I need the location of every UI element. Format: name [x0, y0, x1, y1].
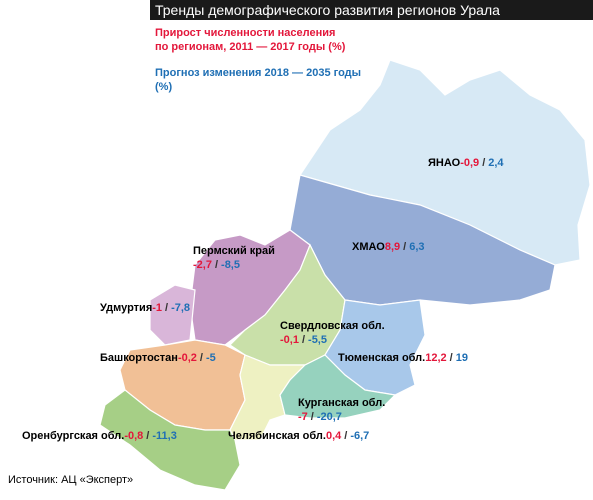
- growth-value: -0,8: [124, 430, 143, 442]
- forecast-value: 2,4: [488, 157, 504, 169]
- growth-value: 12,2: [425, 352, 446, 364]
- forecast-value: 19: [456, 352, 468, 364]
- region-name: Башкортостан: [100, 352, 178, 364]
- forecast-value: 6,3: [409, 241, 424, 253]
- forecast-value: -5: [206, 352, 216, 364]
- region-label: Башкортостан-0,2/-5: [100, 352, 216, 364]
- separator: /: [482, 157, 485, 169]
- forecast-value: -8,5: [221, 259, 240, 271]
- region-name: Курганская обл.: [298, 397, 385, 409]
- legend-growth: по регионам, 2011 — 2017 годы (%): [155, 41, 346, 53]
- separator: /: [146, 430, 149, 442]
- region-udmurtia: [149, 284, 196, 346]
- separator: /: [165, 302, 168, 314]
- forecast-value: -7,8: [171, 302, 190, 314]
- region-name: Удмуртия: [100, 302, 152, 314]
- region-tyumen: [324, 299, 426, 396]
- title: Тренды демографического развития регионо…: [155, 2, 500, 18]
- region-orenburg: [99, 389, 241, 491]
- region-name: Пермский край: [193, 245, 275, 257]
- region-name: ЯНАО: [428, 157, 461, 169]
- region-label: ЯНАО-0,9/2,4: [428, 157, 504, 169]
- region-name: Оренбургская обл.: [22, 430, 124, 442]
- region-label: Челябинская обл.0,4/-6,7: [228, 430, 369, 442]
- region-values: -0,1/-5,5: [280, 334, 327, 346]
- growth-value: -0,1: [280, 334, 299, 346]
- region-label: Удмуртия-1/-7,8: [100, 302, 190, 314]
- region-name: Тюменская обл.: [338, 352, 425, 364]
- separator: /: [311, 411, 314, 423]
- map: [99, 59, 591, 491]
- legend-forecast: (%): [155, 81, 172, 93]
- growth-value: -1: [152, 302, 162, 314]
- region-label: Свердловская обл.: [280, 320, 385, 332]
- region-label: Тюменская обл.12,2 /19: [338, 352, 468, 364]
- region-label: Оренбургская обл.-0,8/-11,3: [22, 430, 177, 442]
- region-values: -7/-20,7: [298, 411, 342, 423]
- region-label: Пермский край: [193, 245, 275, 257]
- growth-value: -0,2: [178, 352, 197, 364]
- title-bar: [150, 0, 593, 20]
- forecast-value: -6,7: [350, 430, 369, 442]
- region-kurgan: [279, 354, 397, 419]
- region-label: ХМАО8,9/6,3: [352, 241, 425, 253]
- region-values: -2,7/-8,5: [193, 259, 240, 271]
- region-name: Челябинская обл.: [228, 430, 326, 442]
- separator: /: [403, 241, 406, 253]
- growth-value: -7: [298, 411, 308, 423]
- forecast-value: -11,3: [152, 430, 176, 442]
- region-label: Курганская обл.: [298, 397, 385, 409]
- separator: /: [200, 352, 203, 364]
- region-name: Свердловская обл.: [280, 320, 385, 332]
- forecast-value: -5,5: [308, 334, 327, 346]
- growth-value: -0,9: [460, 157, 479, 169]
- source: Источник: АЦ «Эксперт»: [8, 474, 133, 486]
- separator: /: [344, 430, 347, 442]
- growth-value: 8,9: [385, 241, 400, 253]
- region-name: ХМАО: [352, 241, 385, 253]
- legend-growth: Прирост численности населения: [155, 27, 335, 39]
- separator: /: [450, 352, 453, 364]
- separator: /: [302, 334, 305, 346]
- growth-value: 0,4: [326, 430, 342, 442]
- legend-forecast: Прогноз изменения 2018 — 2035 годы: [155, 67, 361, 79]
- growth-value: -2,7: [193, 259, 212, 271]
- forecast-value: -20,7: [317, 411, 342, 423]
- separator: /: [215, 259, 218, 271]
